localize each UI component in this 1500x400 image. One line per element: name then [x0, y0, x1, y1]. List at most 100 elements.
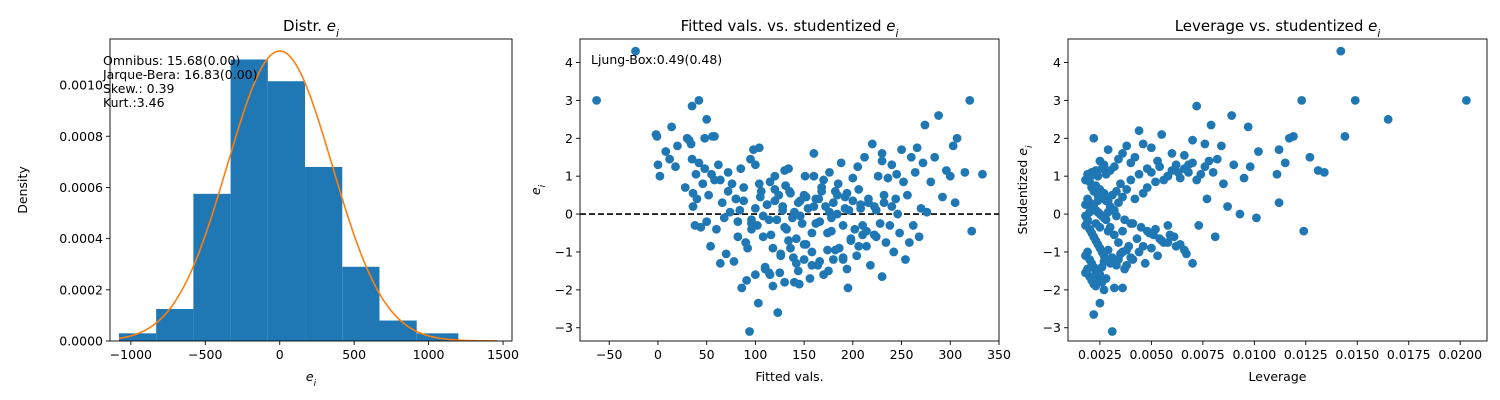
scatter-point [838, 221, 848, 230]
scatter-point [1103, 207, 1113, 217]
y-tick-label: 0.0006 [59, 180, 103, 195]
scatter-point [786, 243, 795, 253]
scatter-point [1462, 95, 1471, 105]
scatter-point [1188, 258, 1197, 268]
scatter-point [842, 188, 852, 198]
scatter-point [1196, 169, 1206, 179]
scatter-point [817, 186, 827, 196]
x-tick-label: 250 [890, 347, 914, 362]
scatter-point [854, 185, 864, 194]
x-tick-label: 0.0150 [1335, 347, 1379, 362]
scatter-point [1204, 156, 1214, 166]
scatter-point [1216, 141, 1226, 151]
scatter-point [1095, 156, 1105, 166]
y-tick-label: −1 [1043, 244, 1061, 259]
scatter-point [772, 215, 782, 225]
y-tick-label: 2 [565, 131, 573, 146]
y-tick-label: −3 [555, 320, 573, 335]
y-label-symbol: e [1015, 148, 1030, 156]
scatter-point [811, 219, 821, 228]
y-label-text: Studentized [1015, 156, 1030, 235]
scatter-point [950, 198, 960, 208]
scatter-point [912, 143, 922, 153]
y-tick-label: 1 [1053, 169, 1061, 184]
scatter-point [733, 217, 743, 227]
scatter-point [1179, 245, 1189, 255]
scatter-point [807, 260, 817, 270]
scatter-point [1284, 133, 1294, 143]
scatter-point [892, 169, 902, 179]
scatter-point [893, 209, 903, 219]
histogram-bar [379, 320, 417, 341]
y-tick-label: 0.0002 [59, 282, 103, 297]
y-label-subscript: i [538, 184, 548, 187]
x-tick-label: 0.0175 [1387, 347, 1431, 362]
axes-frame [1067, 38, 1488, 342]
x-tick-label: 0.0125 [1284, 347, 1328, 362]
scatter-point [1118, 192, 1127, 202]
panel-3: 0.0025 0.0050 0.0075 0.0100 0.0125 0.0150 0.01… [1015, 17, 1488, 384]
scatter-point [1239, 173, 1249, 183]
scatter-point [828, 198, 838, 208]
scatter-point [1114, 255, 1123, 264]
scatter-point [1206, 120, 1216, 130]
y-tick-label: 4 [565, 55, 573, 70]
scatter-point [842, 264, 852, 274]
scatter-point [747, 224, 756, 234]
y-tick-label: 3 [1053, 93, 1061, 108]
scatter-point [1153, 251, 1162, 261]
scatter-point [1118, 247, 1127, 257]
scatter-point [1208, 167, 1218, 177]
scatter-point [871, 205, 881, 215]
scatter-point [1151, 177, 1160, 187]
scatter-point [1101, 215, 1111, 225]
x-tick-label: 0 [276, 347, 284, 362]
scatter-point [1134, 247, 1144, 257]
scatter-point [698, 179, 708, 189]
scatter-point [1350, 95, 1360, 105]
scatter-point [736, 164, 746, 173]
scatter-point [978, 169, 987, 179]
scatter-point [854, 241, 864, 251]
title-symbol: e [886, 17, 895, 35]
chart-title: Fitted vals. vs. studentized ei [681, 17, 899, 40]
scatter-point [1132, 234, 1142, 244]
scatter-point [922, 207, 932, 217]
scatter-point [742, 275, 752, 285]
scatter-point [1245, 162, 1255, 172]
scatter-point [700, 133, 710, 143]
scatter-point [776, 251, 786, 261]
scatter-point [737, 283, 747, 293]
y-axis-label: ei [528, 184, 548, 195]
scatter-point [1126, 158, 1136, 168]
chart-title: Leverage vs. studentized ei [1175, 17, 1381, 40]
scatter-point [1095, 298, 1105, 308]
scatter-point [723, 167, 733, 177]
scatter-point [850, 224, 860, 234]
scatter-point [1138, 139, 1148, 149]
histogram-bar [118, 333, 157, 341]
scatter-point [967, 226, 977, 236]
scatter-point [704, 190, 714, 200]
scatter-point [1163, 221, 1173, 230]
scatter-point [1223, 202, 1232, 211]
y-tick-label: 0.0004 [59, 231, 103, 246]
x-axis-label: Fitted vals. [755, 369, 823, 384]
scatter-point [713, 160, 723, 170]
scatter-point [852, 251, 862, 261]
scatter-point [1126, 175, 1136, 185]
scatter-point [1251, 213, 1261, 223]
scatter-point [904, 238, 914, 247]
y-tick-label: 0 [565, 207, 573, 222]
scatter-point [930, 152, 940, 162]
scatter-point [766, 230, 776, 240]
scatter-point [864, 194, 873, 204]
scatter-point [1171, 160, 1181, 170]
scatter-point [719, 213, 729, 223]
scatter-point [799, 190, 809, 200]
scatter-point [828, 255, 838, 264]
scatter-point [875, 219, 885, 228]
scatter-point [1122, 185, 1132, 194]
title-subscript: i [336, 28, 339, 40]
scatter-point [743, 243, 752, 253]
